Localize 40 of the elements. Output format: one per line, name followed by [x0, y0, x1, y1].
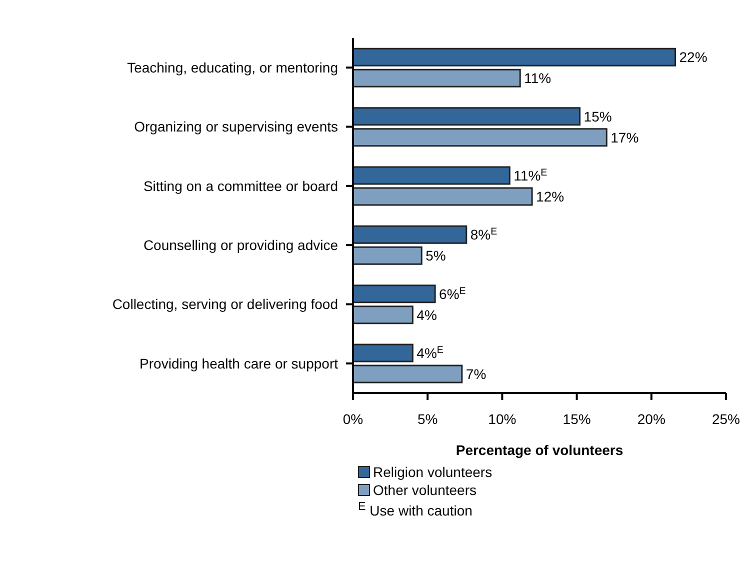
data-label: 11% [524, 70, 552, 86]
data-label: 11%$^{E}$ [514, 166, 548, 184]
bar [353, 187, 533, 206]
data-label: 5% [426, 248, 446, 264]
y-tick-label: Counselling or providing advice [143, 237, 338, 254]
bar [353, 68, 521, 88]
data-label: 8%$^{E}$ [470, 226, 498, 243]
legend-label: Other volunteers [373, 481, 476, 499]
y-tick-label: Collecting, serving or delivering food [112, 296, 338, 312]
bar [353, 284, 436, 304]
data-label: 22% [679, 49, 708, 66]
bar [353, 107, 581, 126]
data-label: 4%$^{E}$ [416, 344, 444, 361]
x-tick-label: 5% [417, 410, 438, 427]
bar [353, 306, 414, 324]
bar [353, 166, 510, 185]
x-tick-label: 25% [712, 410, 740, 427]
x-tick-label: 15% [562, 410, 591, 427]
y-tick-label: Providing health care or support [140, 355, 338, 372]
legend-label: Religion volunteers [373, 463, 492, 481]
bar [353, 246, 422, 265]
data-label: 17% [610, 129, 639, 146]
bar [353, 48, 676, 66]
y-tick-label: Sitting on a committee or board [143, 178, 338, 194]
y-tick-label: Teaching, educating, or mentoring [127, 60, 338, 76]
bar [353, 128, 608, 147]
text: $^{E}$ Use with caution [358, 499, 474, 519]
data-label: 7% [466, 366, 486, 382]
x-axis-title: Percentage of volunteers [456, 442, 624, 458]
data-label: 4% [416, 306, 437, 323]
bar [353, 225, 468, 244]
x-tick-label: 20% [637, 410, 666, 427]
y-tick-label: Organizing or supervising events [134, 118, 338, 135]
data-label: 12% [536, 188, 564, 204]
data-label: 15% [584, 108, 612, 124]
x-tick-label: 10% [488, 410, 516, 427]
bar [353, 344, 414, 362]
bar [353, 364, 463, 384]
x-tick-label: 0% [342, 410, 364, 427]
data-label: 6%$^{E}$ [439, 285, 466, 302]
